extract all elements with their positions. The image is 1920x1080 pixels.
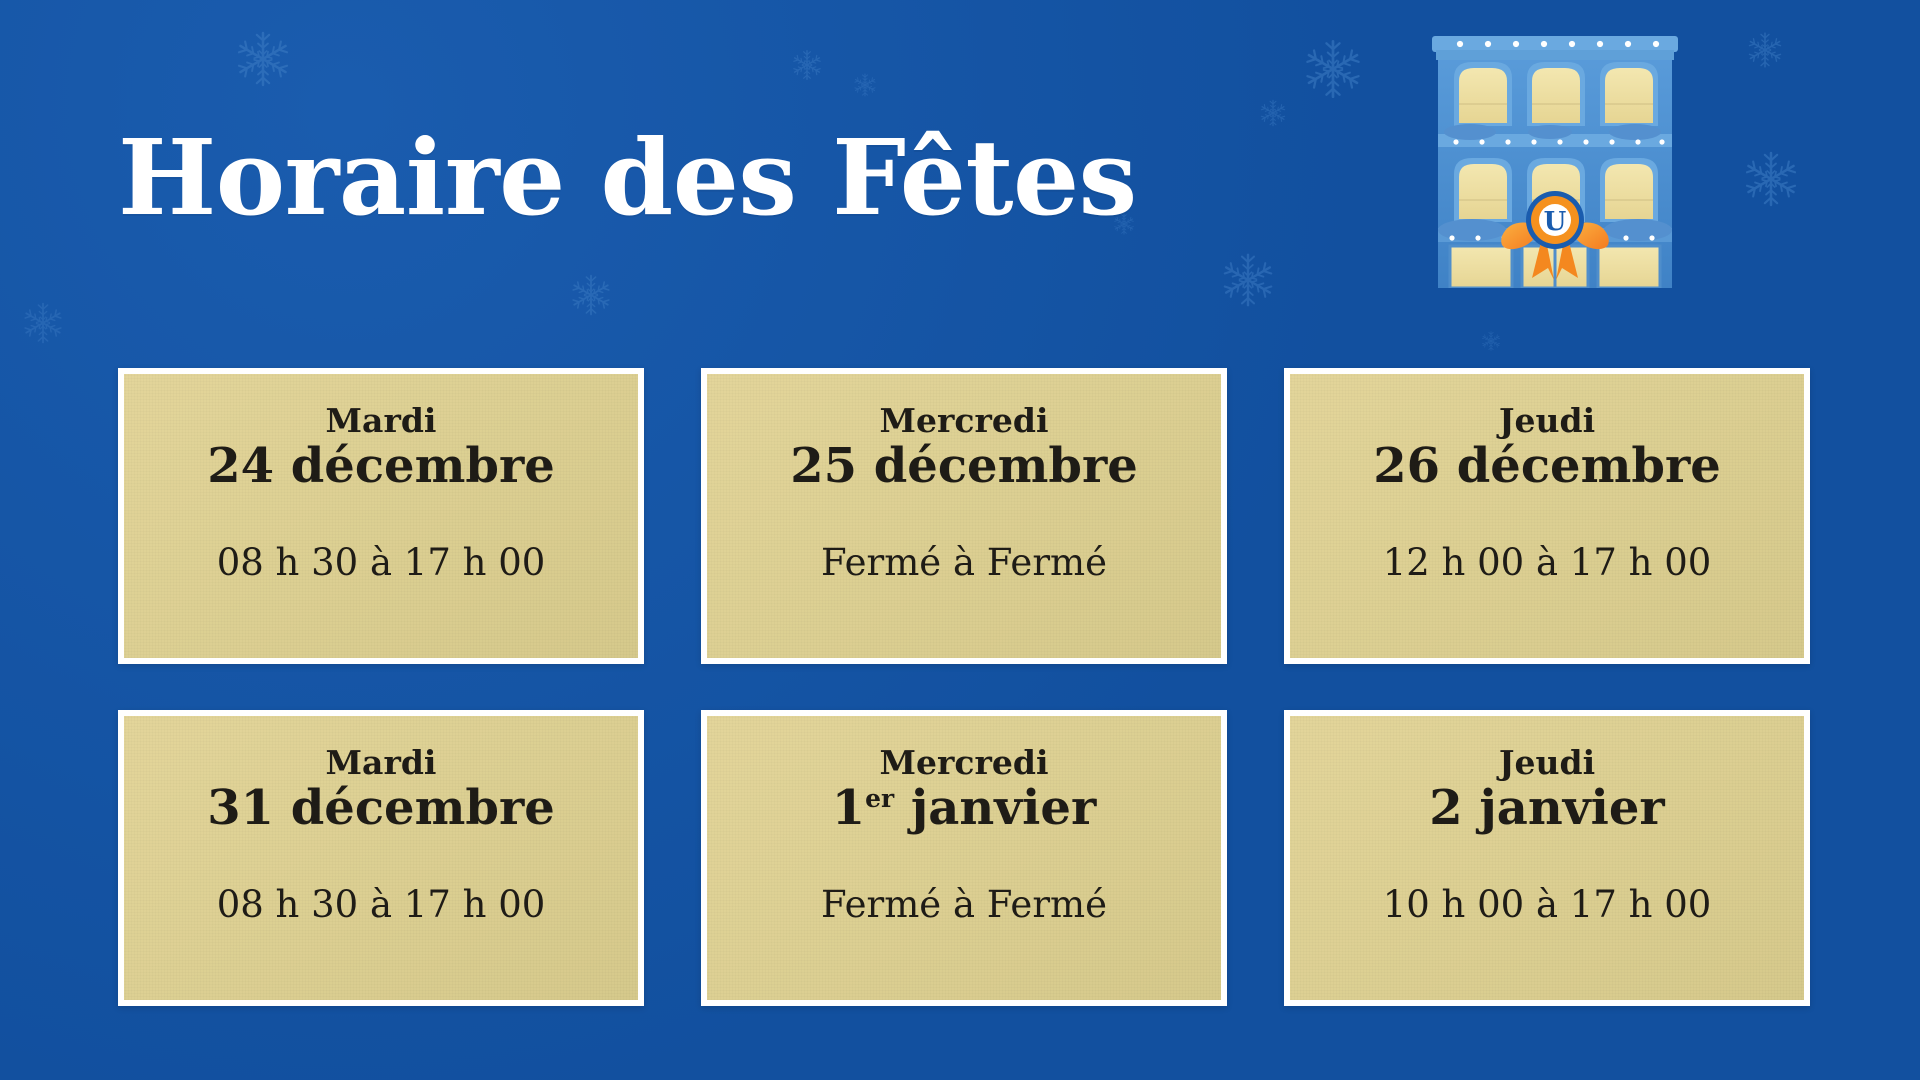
schedule-card-body: Mardi 31 décembre 08 h 30 à 17 h 00: [124, 716, 638, 1000]
schedule-card-day: Mardi: [325, 401, 437, 440]
schedule-card-hours: 08 h 30 à 17 h 00: [216, 883, 546, 926]
schedule-card-hours: Fermé à Fermé: [820, 883, 1107, 926]
schedule-card-hours: 08 h 30 à 17 h 00: [216, 541, 546, 584]
schedule-card-6: Jeudi 2 janvier 10 h 00 à 17 h 00: [1284, 710, 1810, 1006]
schedule-card-date: 2 janvier: [1429, 779, 1665, 836]
schedule-card-1: Mardi 24 décembre 08 h 30 à 17 h 00: [118, 368, 644, 664]
page-title: Horaire des Fêtes: [118, 116, 1137, 239]
schedule-card-day: Mardi: [325, 743, 437, 782]
schedule-card-date: 1er janvier: [831, 779, 1097, 836]
schedule-card-2: Mercredi 25 décembre Fermé à Fermé: [701, 368, 1227, 664]
schedule-card-3: Jeudi 26 décembre 12 h 00 à 17 h 00: [1284, 368, 1810, 664]
schedule-card-date: 24 décembre: [207, 437, 555, 494]
schedule-card-hours: 12 h 00 à 17 h 00: [1382, 541, 1712, 584]
schedule-card-body: Jeudi 26 décembre 12 h 00 à 17 h 00: [1290, 374, 1804, 658]
schedule-card-body: Mercredi 1er janvier Fermé à Fermé: [707, 716, 1221, 1000]
schedule-card-day: Jeudi: [1498, 743, 1596, 782]
svg-text:U: U: [1544, 207, 1567, 237]
schedule-card-date: 31 décembre: [207, 779, 555, 836]
schedule-card-body: Jeudi 2 janvier 10 h 00 à 17 h 00: [1290, 716, 1804, 1000]
storefront-illustration: U: [1430, 18, 1680, 288]
schedule-card-day: Mercredi: [879, 743, 1049, 782]
schedule-card-4: Mardi 31 décembre 08 h 30 à 17 h 00: [118, 710, 644, 1006]
schedule-card-day: Mercredi: [879, 401, 1049, 440]
schedule-card-date: 25 décembre: [790, 437, 1138, 494]
schedule-card-hours: Fermé à Fermé: [820, 541, 1107, 584]
schedule-card-5: Mercredi 1er janvier Fermé à Fermé: [701, 710, 1227, 1006]
schedule-card-date: 26 décembre: [1373, 437, 1721, 494]
schedule-cards-grid: Mardi 24 décembre 08 h 30 à 17 h 00 Merc…: [118, 368, 1810, 1006]
brand-logo-u: U: [1526, 191, 1584, 249]
schedule-card-day: Jeudi: [1498, 401, 1596, 440]
schedule-card-body: Mercredi 25 décembre Fermé à Fermé: [707, 374, 1221, 658]
schedule-card-hours: 10 h 00 à 17 h 00: [1382, 883, 1712, 926]
schedule-card-body: Mardi 24 décembre 08 h 30 à 17 h 00: [124, 374, 638, 658]
